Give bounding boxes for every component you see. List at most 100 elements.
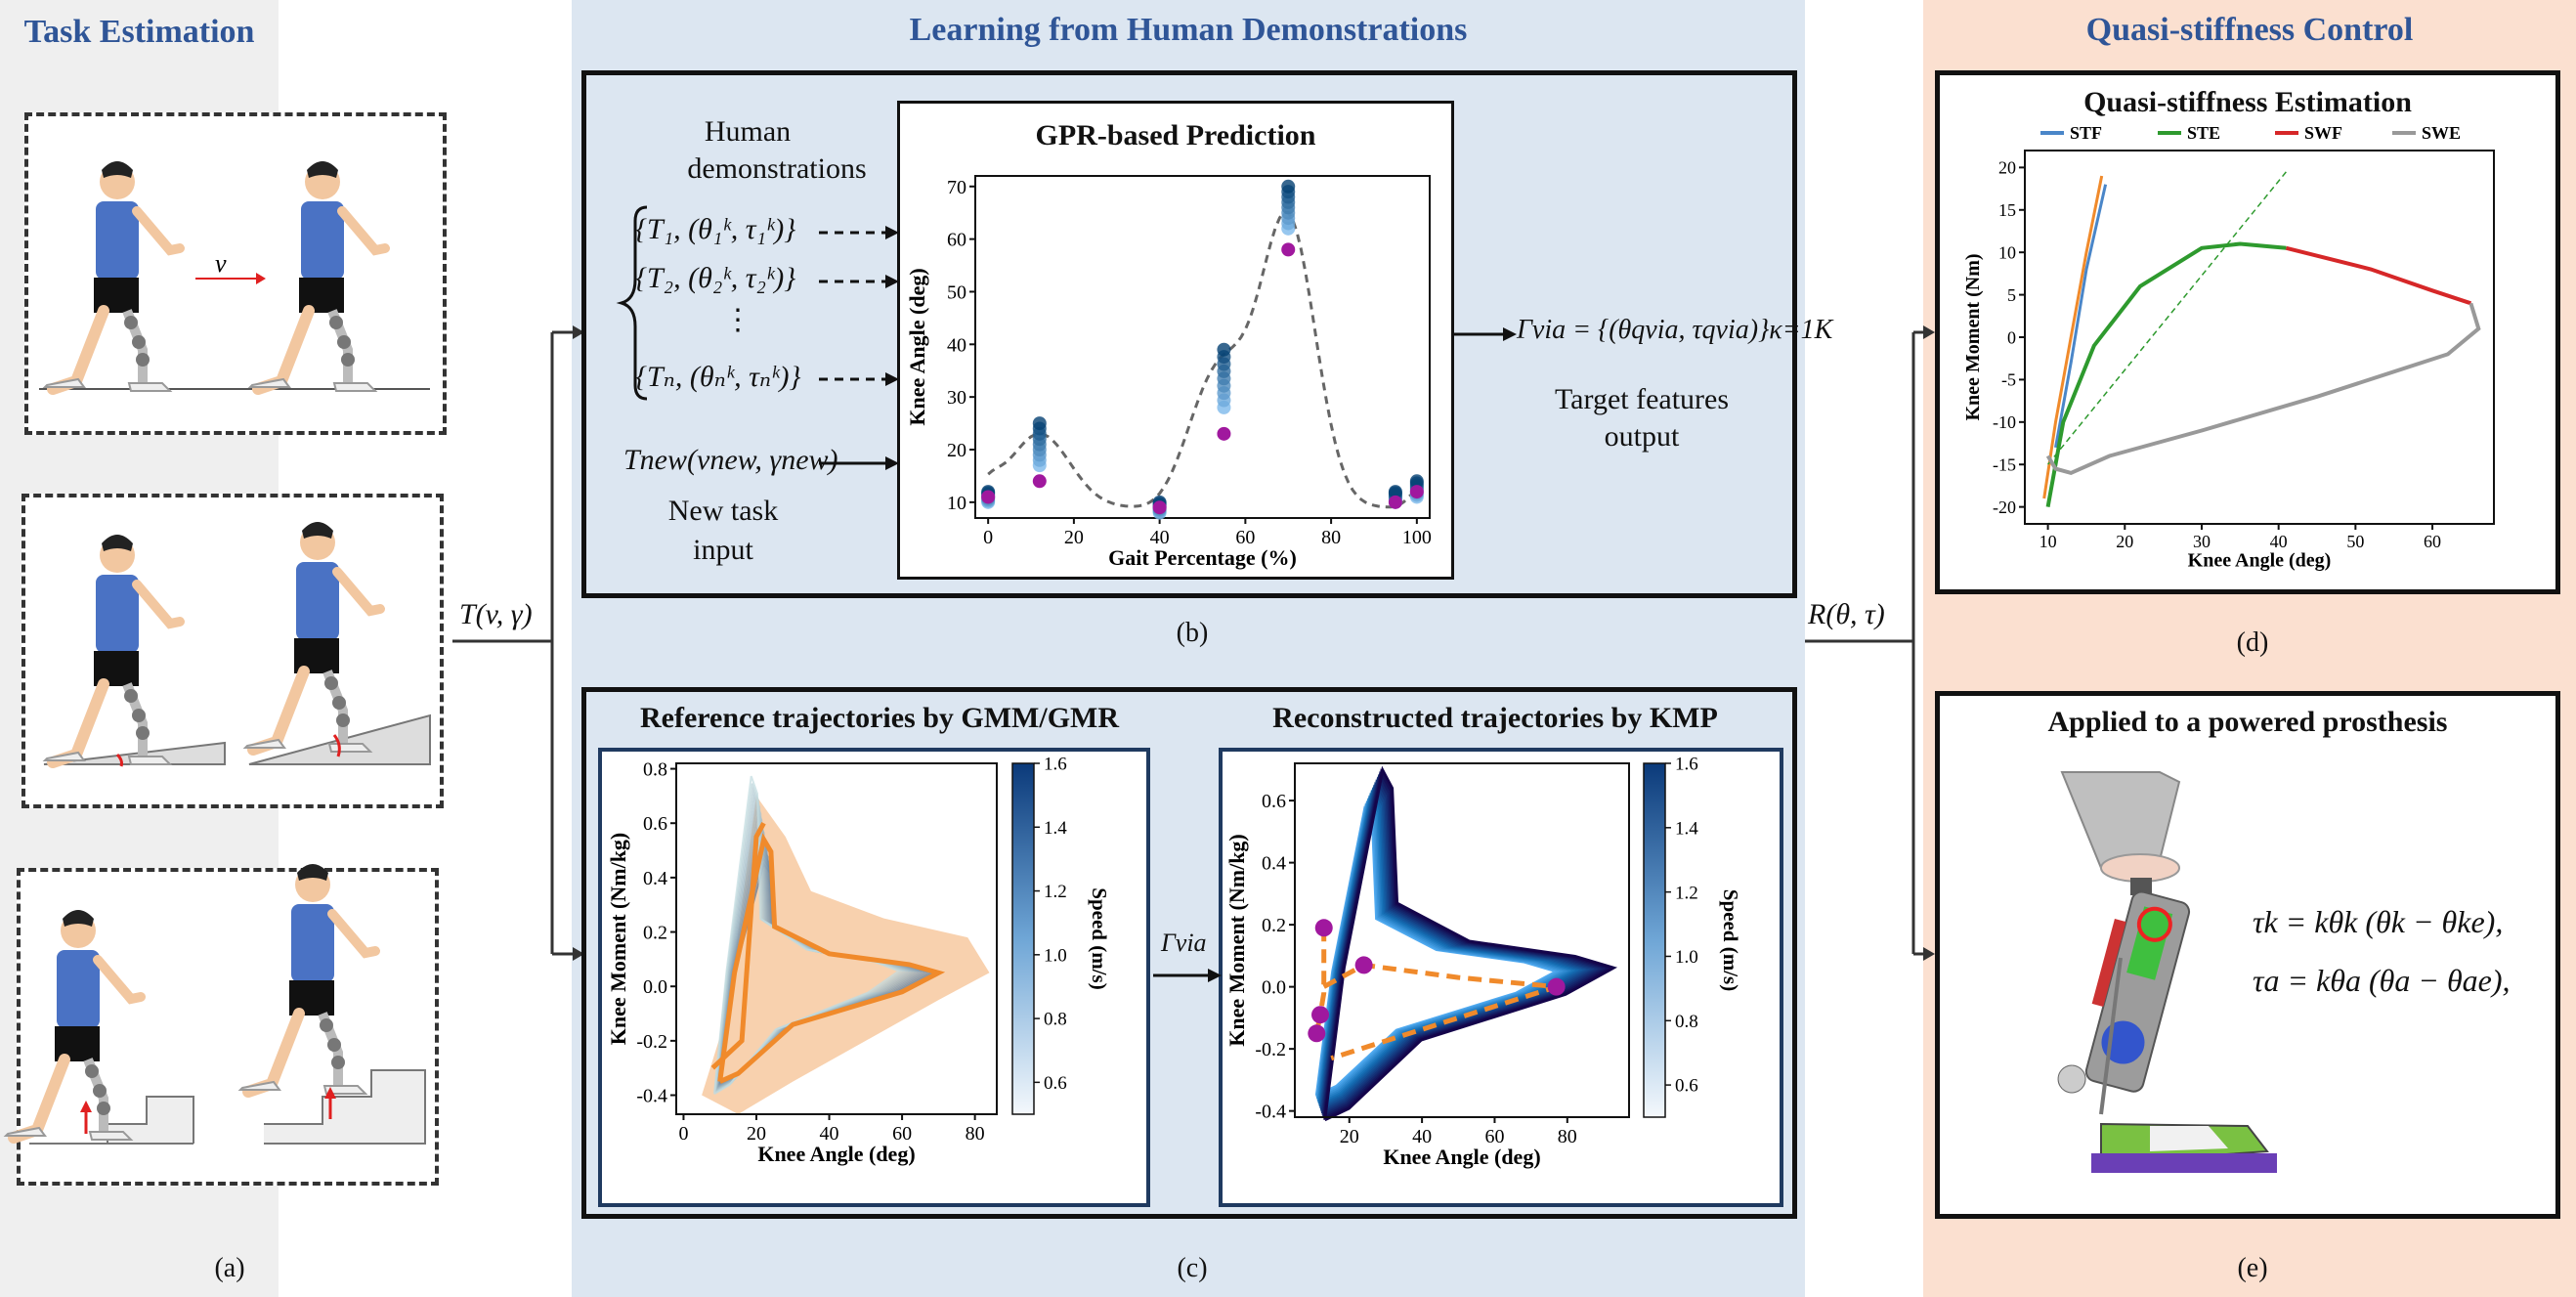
gmm-chart: 0 20 40 60 80 0.8 0.6 0.4 0.2 0.0 -0.2 -0.4 Knee Ang… [606,755,1111,1166]
x-tick-label: 60 [1235,527,1255,548]
x-tick-label: 20 [747,1123,766,1145]
y-tick-label: 50 [947,281,966,303]
y-tick-label: 20 [947,440,966,461]
x-tick-label: 80 [966,1123,985,1145]
prediction-point [1032,474,1047,489]
x-tick-label: 50 [2346,532,2364,551]
prediction-point [1409,485,1424,499]
demo-row-2: {T₂, (θ₂ᵏ, τ₂ᵏ)} [635,262,796,294]
gpr-chart: 0 20 40 60 80 100 10 20 30 40 50 60 70 Gait Percentag… [905,175,1432,570]
prosthesis-title: Applied to a powered prosthesis [2047,706,2448,738]
prediction-point [1152,500,1167,515]
via-point [1547,977,1566,996]
colorbar-tick-label: 1.4 [1044,818,1067,839]
plot-frame [1294,762,1630,1118]
legend-label: SWE [2422,123,2461,143]
y-axis-label: Knee Moment (Nm/kg) [1224,834,1249,1047]
caption-c: (c) [1177,1253,1208,1283]
demos-heading-1: Human [704,115,792,148]
x-tick-label: 40 [2270,532,2288,551]
colorbar-tick-label: 1.6 [1675,755,1698,775]
x-tick-label: 60 [1484,1126,1504,1147]
x-tick-label: 10 [2039,532,2057,551]
demo-point [1388,485,1402,499]
y-tick-label: 10 [947,493,966,514]
kmp-target-path [1322,962,1558,1061]
colorbar-tick-label: 0.8 [1044,1010,1067,1030]
new-task-line1: New task [667,495,779,527]
y-tick-label: -0.4 [1255,1102,1286,1123]
via-point [1308,1024,1326,1043]
gpr-mean-curve [987,210,1418,509]
x-axis-label: Knee Angle (deg) [757,1142,915,1166]
panel-b-box [581,70,1797,598]
x-tick-label: 40 [1150,527,1170,548]
plot-frame [675,762,998,1115]
y-tick-label: 0.0 [1262,977,1286,999]
kmp-chart: 20 40 60 80 0.6 0.4 0.2 0.0 -0.2 -0.4 Knee Angle (… [1224,755,1742,1169]
y-tick-label: -5 [2001,370,2016,390]
x-tick-label: 20 [1064,527,1084,548]
prediction-point [1388,495,1402,509]
y-tick-label: -10 [1993,412,2016,432]
demo-point [1217,342,1231,357]
colorbar-tick-label: 1.2 [1044,882,1067,902]
kmp-box [1219,748,1783,1207]
ste-fit-line [2047,171,2288,465]
demo-point [1409,474,1424,489]
legend-label: STF [2070,123,2102,143]
x-axis-label: Knee Angle (deg) [1383,1145,1540,1169]
prediction-point [981,490,996,504]
section-title-learning: Learning from Human Demonstrations [909,12,1468,48]
y-tick-label: 5 [2007,285,2016,305]
kmp-trajectory [1323,765,1618,1122]
y-tick-label: 70 [947,177,966,198]
prediction-point [1217,426,1231,441]
colorbar [1643,762,1666,1118]
target-formula: Γvia = {(θqvia, τqvia)}κ=1K [1517,315,1833,345]
x-tick-label: 20 [1340,1126,1359,1147]
y-tick-label: 0.0 [643,976,667,998]
quasi-est-title: Quasi-stiffness Estimation [2083,86,2412,118]
stf-curve [2042,175,2104,499]
y-tick-label: 0.4 [643,868,667,889]
demo-row-1: {T₁, (θ₁ᵏ, τ₁ᵏ)} [635,213,796,245]
colorbar-tick-label: 1.0 [1675,947,1698,968]
gamma-arrow [1153,969,1222,982]
x-tick-label: 0 [678,1123,688,1145]
y-tick-label: 0.8 [643,759,667,781]
x-axis-label: Knee Angle (deg) [2188,550,2332,572]
colorbar-label: Speed (m/s) [1719,889,1742,991]
colorbar-tick-label: 1.2 [1675,883,1698,903]
y-tick-label: 10 [1998,242,2016,262]
demos-brace [616,205,648,401]
y-tick-label: 0.6 [1262,791,1286,812]
prosthesis-eq1: τk = kθk (θk − θke), [2253,904,2504,939]
gmm-reference-trajectory [710,822,766,1070]
colorbar-tick-label: 0.6 [1044,1073,1067,1094]
demo-row-dots: ⋮ [723,304,752,336]
panel-d-box [1935,70,2560,594]
task-param-label: T(v, γ) [459,598,533,630]
via-point [1314,919,1333,937]
x-tick-label: 80 [1321,527,1341,548]
legend-label: STE [2187,123,2220,143]
x-tick-label: 40 [820,1123,839,1145]
legend-label: SWF [2304,123,2342,143]
colorbar-tick-label: 0.8 [1675,1012,1698,1032]
x-tick-label: 0 [983,527,993,548]
x-tick-label: 100 [1402,527,1432,548]
demo-point [1032,416,1047,431]
speed-symbol: v [215,249,227,278]
y-tick-label: -15 [1993,455,2016,475]
y-axis-label: Knee Moment (Nm) [1962,253,1984,420]
y-tick-label: 0 [2007,327,2016,347]
panel-c-box [581,687,1797,1219]
x-tick-label: 30 [2193,532,2211,551]
gamma-via-label: Γvia [1161,929,1207,957]
y-tick-label: 0.2 [643,923,667,944]
section-title-quasi: Quasi-stiffness Control [2085,12,2414,48]
colorbar-tick-label: 1.0 [1044,945,1067,966]
new-task-formula: Tnew(vnew, γnew) [623,444,838,476]
